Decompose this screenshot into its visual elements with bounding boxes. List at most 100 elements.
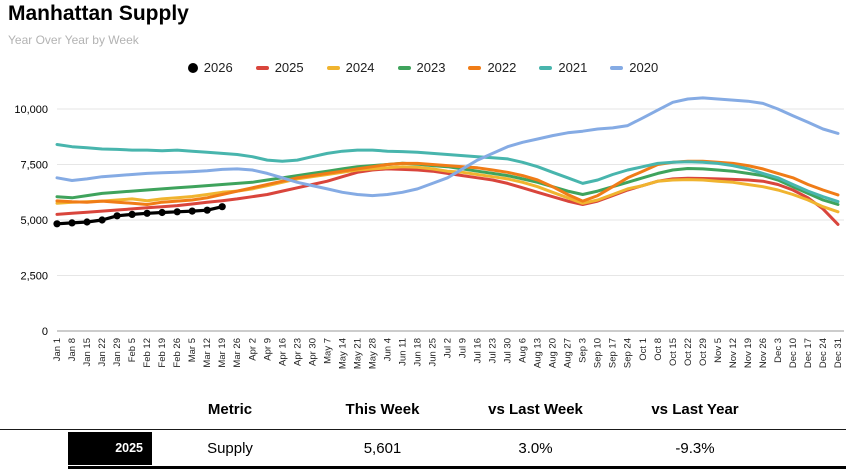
column-header-vs-last-year: vs Last Year bbox=[651, 401, 739, 418]
legend-item-2023[interactable]: 2023 bbox=[397, 60, 445, 75]
legend-marker-2020-icon bbox=[610, 65, 624, 70]
data-point-2026[interactable] bbox=[188, 207, 196, 215]
x-axis-label: Dec 3 bbox=[773, 338, 784, 363]
cell-metric: Supply bbox=[207, 440, 253, 457]
x-axis-label: Feb 19 bbox=[157, 338, 168, 368]
legend-marker-2021-icon bbox=[539, 65, 553, 70]
x-axis-label: Oct 8 bbox=[653, 338, 664, 361]
page-subtitle: Year Over Year by Week bbox=[8, 33, 139, 47]
x-axis-label: Jul 16 bbox=[473, 338, 484, 363]
series-line-2025[interactable] bbox=[55, 167, 840, 226]
x-axis-label: Apr 30 bbox=[307, 338, 318, 366]
x-axis-label: Sep 10 bbox=[593, 338, 604, 368]
series-line-2021[interactable] bbox=[55, 143, 840, 204]
x-axis-label: Sep 3 bbox=[578, 338, 589, 363]
data-point-2026[interactable] bbox=[68, 219, 76, 227]
data-point-2026[interactable] bbox=[83, 218, 91, 226]
x-axis-label: Jul 2 bbox=[443, 338, 454, 358]
data-point-2026[interactable] bbox=[158, 208, 166, 217]
legend-label: 2026 bbox=[203, 60, 233, 75]
legend-item-2025[interactable]: 2025 bbox=[255, 60, 304, 75]
x-axis-label: Mar 5 bbox=[187, 338, 198, 362]
x-axis-label: Mar 12 bbox=[202, 338, 213, 368]
cell-this-week: 5,601 bbox=[363, 440, 402, 457]
x-axis-label: Sep 17 bbox=[608, 338, 619, 368]
x-axis-label: Jan 22 bbox=[97, 338, 108, 367]
legend-label: 2020 bbox=[629, 60, 659, 75]
supply-line-chart: 0 2,500 5,000 7,500 10,000 Jan 1 Jan 8 Jan 15 Ja… bbox=[14, 96, 844, 369]
x-axis-label: Jul 30 bbox=[503, 338, 514, 363]
data-point-2026[interactable] bbox=[113, 212, 121, 220]
x-axis-label: Dec 10 bbox=[788, 338, 799, 368]
next-row-partial-badge[interactable] bbox=[68, 466, 846, 469]
x-axis-label: Jun 25 bbox=[427, 338, 438, 367]
x-axis-label: Apr 2 bbox=[247, 338, 258, 361]
data-point-2026[interactable] bbox=[173, 208, 181, 216]
x-axis-label: Nov 19 bbox=[743, 338, 754, 368]
x-axis-label: Dec 31 bbox=[833, 338, 844, 368]
x-axis-label: Mar 19 bbox=[217, 338, 228, 368]
data-point-2026[interactable] bbox=[203, 206, 211, 214]
x-axis-label: May 28 bbox=[367, 338, 378, 369]
x-axis-label: Oct 1 bbox=[638, 338, 649, 361]
x-axis-label: Aug 27 bbox=[563, 338, 574, 368]
x-axis-label: Mar 26 bbox=[232, 338, 243, 368]
series-line-2020[interactable] bbox=[55, 96, 840, 198]
legend-label: 2021 bbox=[558, 60, 588, 75]
legend-item-2024[interactable]: 2024 bbox=[326, 60, 375, 75]
table-header-divider bbox=[0, 429, 846, 430]
x-axis-label: Aug 20 bbox=[548, 338, 559, 368]
legend-item-2020[interactable]: 2020 bbox=[610, 60, 658, 75]
x-axis-label: Jan 1 bbox=[52, 338, 63, 361]
legend-item-2026[interactable]: 2026 bbox=[187, 60, 233, 75]
chart-legend: 2026 2025 2024 2023 2022 2021 2020 bbox=[0, 60, 846, 75]
x-axis-label: Jan 8 bbox=[67, 338, 78, 361]
x-axis-label: May 21 bbox=[352, 338, 363, 369]
x-axis-label: Feb 26 bbox=[172, 338, 183, 368]
x-axis-label: Oct 15 bbox=[668, 338, 679, 366]
x-axis-label: Jul 9 bbox=[458, 338, 469, 358]
y-axis-label: 5,000 bbox=[20, 215, 48, 227]
data-point-2026[interactable] bbox=[143, 209, 151, 217]
x-axis-label: Jun 4 bbox=[382, 338, 393, 361]
cell-vs-last-week: 3.0% bbox=[518, 440, 553, 457]
x-axis-label: Dec 17 bbox=[803, 338, 814, 368]
x-axis-label: Aug 13 bbox=[533, 338, 544, 368]
x-axis-label: Jan 29 bbox=[112, 338, 123, 367]
x-axis-label: Oct 22 bbox=[683, 338, 694, 366]
x-axis-label: Feb 12 bbox=[142, 338, 153, 368]
legend-item-2022[interactable]: 2022 bbox=[468, 60, 516, 75]
legend-label: 2022 bbox=[487, 60, 517, 75]
data-point-2026[interactable] bbox=[218, 203, 226, 211]
x-axis-label: Nov 12 bbox=[728, 338, 739, 368]
data-point-2026[interactable] bbox=[53, 220, 61, 228]
x-axis-label: Dec 24 bbox=[818, 338, 829, 368]
column-header-vs-last-week: vs Last Week bbox=[488, 401, 583, 418]
year-badge[interactable]: 2025 bbox=[68, 432, 152, 465]
cell-vs-last-year: -9.3% bbox=[675, 440, 715, 457]
x-axis-label: Jul 23 bbox=[488, 338, 499, 363]
legend-label: 2024 bbox=[345, 60, 375, 75]
data-point-2026[interactable] bbox=[98, 216, 106, 224]
column-header-this-week: This Week bbox=[345, 401, 420, 418]
data-point-2026[interactable] bbox=[128, 210, 136, 218]
y-axis-label: 7,500 bbox=[20, 160, 48, 172]
x-axis-label: Oct 29 bbox=[698, 338, 709, 366]
legend-label: 2025 bbox=[274, 60, 304, 75]
legend-marker-2026-icon bbox=[187, 62, 198, 73]
column-header-metric: Metric bbox=[207, 401, 253, 418]
y-axis-label: 0 bbox=[42, 326, 48, 338]
legend-item-2021[interactable]: 2021 bbox=[539, 60, 587, 75]
x-axis-label: Apr 9 bbox=[262, 338, 273, 361]
x-axis-label: Jan 15 bbox=[82, 338, 93, 367]
y-axis-label: 10,000 bbox=[14, 104, 48, 116]
x-axis-label: Feb 5 bbox=[127, 338, 138, 362]
legend-marker-2025-icon bbox=[255, 65, 269, 70]
x-axis-label: Jun 18 bbox=[412, 338, 423, 367]
series-line-2024[interactable] bbox=[55, 165, 840, 214]
x-axis-label: Jun 11 bbox=[397, 338, 408, 366]
legend-marker-2022-icon bbox=[468, 65, 482, 70]
x-axis-label: Nov 26 bbox=[758, 338, 769, 368]
page-title: Manhattan Supply bbox=[8, 2, 189, 25]
